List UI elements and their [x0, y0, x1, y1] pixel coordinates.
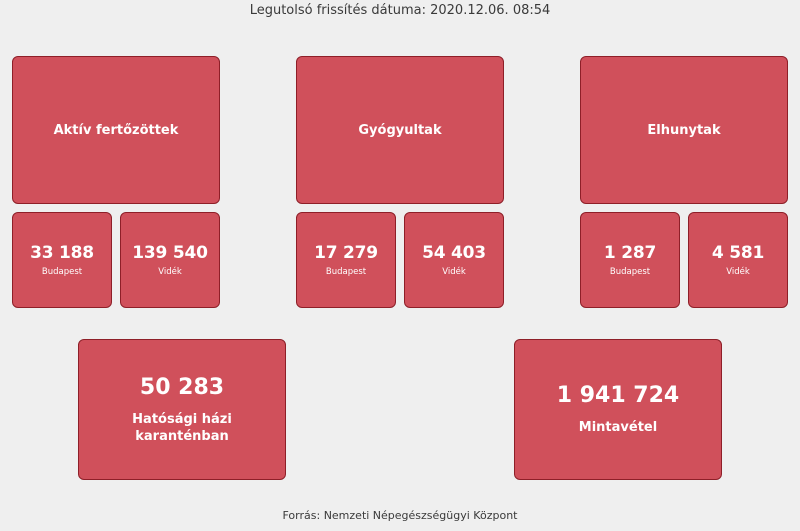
deceased-budapest-card: 1 287 Budapest: [580, 212, 680, 308]
active-infected-title: Aktív fertőzöttek: [53, 122, 179, 138]
active-infected-budapest-label: Budapest: [41, 267, 83, 277]
recovered-budapest-card: 17 279 Budapest: [296, 212, 396, 308]
recovered-title: Gyógyultak: [358, 122, 442, 138]
deceased-card: Elhunytak: [580, 56, 788, 204]
deceased-videk-card: 4 581 Vidék: [688, 212, 788, 308]
source-text: Forrás: Nemzeti Népegészségügyi Központ: [282, 509, 518, 522]
active-infected-card: Aktív fertőzöttek: [12, 56, 220, 204]
deceased-videk-value: 4 581: [711, 243, 765, 263]
recovered-budapest-value: 17 279: [314, 243, 378, 263]
active-infected-budapest-value: 33 188: [30, 243, 94, 263]
quarantine-label: Hatósági házi karanténban: [132, 411, 232, 444]
active-infected-videk-card: 139 540 Vidék: [120, 212, 220, 308]
quarantine-card: 50 283 Hatósági házi karanténban: [78, 339, 286, 480]
last-update-text: Legutolsó frissítés dátuma: 2020.12.06. …: [249, 3, 551, 18]
deceased-title: Elhunytak: [647, 122, 721, 138]
active-infected-budapest-card: 33 188 Budapest: [12, 212, 112, 308]
deceased-budapest-label: Budapest: [609, 267, 651, 277]
recovered-budapest-label: Budapest: [325, 267, 367, 277]
deceased-videk-label: Vidék: [726, 267, 750, 277]
recovered-videk-label: Vidék: [442, 267, 466, 277]
deceased-budapest-value: 1 287: [603, 243, 657, 263]
active-infected-videk-label: Vidék: [158, 267, 182, 277]
tests-card: 1 941 724 Mintavétel: [514, 339, 722, 480]
quarantine-value: 50 283: [139, 374, 225, 400]
recovered-videk-card: 54 403 Vidék: [404, 212, 504, 308]
tests-label: Mintavétel: [578, 420, 658, 435]
recovered-card: Gyógyultak: [296, 56, 504, 204]
tests-value: 1 941 724: [556, 383, 680, 408]
active-infected-videk-value: 139 540: [132, 243, 208, 263]
recovered-videk-value: 54 403: [422, 243, 486, 263]
